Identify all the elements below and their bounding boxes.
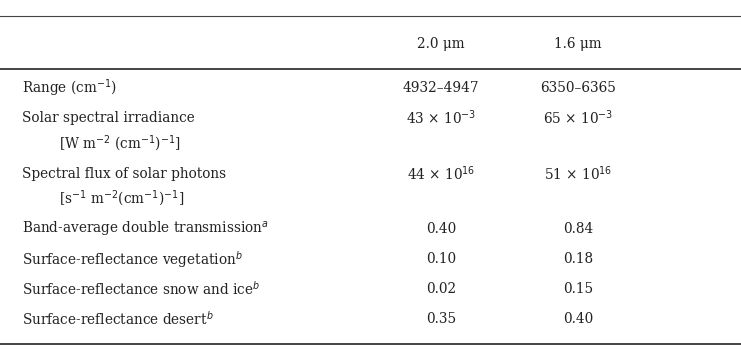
Text: Surface-reflectance desert$^{b}$: Surface-reflectance desert$^{b}$	[22, 310, 214, 328]
Text: Solar spectral irradiance: Solar spectral irradiance	[22, 111, 195, 125]
Text: Surface-reflectance snow and ice$^{b}$: Surface-reflectance snow and ice$^{b}$	[22, 280, 260, 298]
Text: Surface-reflectance vegetation$^{b}$: Surface-reflectance vegetation$^{b}$	[22, 249, 243, 270]
Text: 0.35: 0.35	[426, 312, 456, 326]
Text: 51 × 10$^{16}$: 51 × 10$^{16}$	[544, 164, 612, 183]
Text: 4932–4947: 4932–4947	[402, 81, 479, 95]
Text: 6350–6365: 6350–6365	[540, 81, 616, 95]
Text: 0.40: 0.40	[563, 312, 593, 326]
Text: 0.18: 0.18	[563, 252, 593, 266]
Text: 1.6 μm: 1.6 μm	[554, 37, 602, 51]
Text: 0.02: 0.02	[426, 282, 456, 296]
Text: 0.15: 0.15	[563, 282, 593, 296]
Text: 0.10: 0.10	[426, 252, 456, 266]
Text: 0.40: 0.40	[426, 222, 456, 236]
Text: [W m$^{-2}$ (cm$^{-1}$)$^{-1}$]: [W m$^{-2}$ (cm$^{-1}$)$^{-1}$]	[59, 133, 182, 154]
Text: 2.0 μm: 2.0 μm	[417, 37, 465, 51]
Text: Range (cm$^{-1}$): Range (cm$^{-1}$)	[22, 77, 117, 99]
Text: Band-average double transmission$^{a}$: Band-average double transmission$^{a}$	[22, 220, 269, 239]
Text: 44 × 10$^{16}$: 44 × 10$^{16}$	[407, 164, 475, 183]
Text: 65 × 10$^{-3}$: 65 × 10$^{-3}$	[543, 109, 613, 127]
Text: [s$^{-1}$ m$^{-2}$(cm$^{-1}$)$^{-1}$]: [s$^{-1}$ m$^{-2}$(cm$^{-1}$)$^{-1}$]	[59, 189, 185, 209]
Text: 43 × 10$^{-3}$: 43 × 10$^{-3}$	[406, 109, 476, 127]
Text: Spectral flux of solar photons: Spectral flux of solar photons	[22, 166, 226, 181]
Text: 0.84: 0.84	[563, 222, 593, 236]
